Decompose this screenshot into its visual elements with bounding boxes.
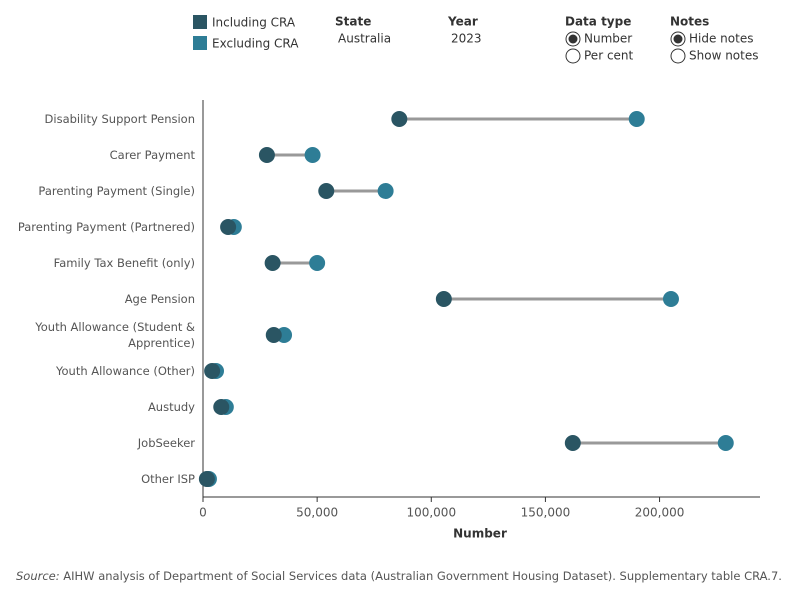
x-tick-label: 200,000: [635, 506, 685, 520]
dot[interactable]: [662, 291, 679, 307]
dot[interactable]: [304, 147, 321, 163]
y-tick-label: Youth Allowance (Student & Apprentice): [35, 320, 195, 350]
radio-label[interactable]: Per cent: [584, 49, 634, 63]
control-value[interactable]: 2023: [451, 32, 482, 46]
radio-label[interactable]: Show notes: [689, 49, 758, 63]
y-tick-label: Austudy: [147, 400, 195, 414]
x-tick-label: 150,000: [521, 506, 571, 520]
radio[interactable]: [670, 48, 686, 64]
dot[interactable]: [198, 471, 215, 487]
dot[interactable]: [220, 219, 237, 235]
y-tick-label: Parenting Payment (Partnered): [17, 220, 195, 234]
control-label: Notes: [670, 15, 709, 29]
x-tick-label: 0: [199, 506, 207, 520]
y-tick-label: Parenting Payment (Single): [38, 184, 195, 198]
control-label: Year: [447, 15, 478, 29]
x-tick-label: 50,000: [296, 506, 338, 520]
dot[interactable]: [265, 327, 282, 343]
y-tick-label: Disability Support Pension: [44, 112, 195, 126]
x-axis-title: Number: [453, 527, 507, 541]
dot[interactable]: [564, 435, 581, 451]
source-text: AIHW analysis of Department of Social Se…: [63, 569, 782, 583]
y-tick-label: JobSeeker: [137, 436, 195, 450]
radio[interactable]: [565, 48, 581, 64]
dot[interactable]: [628, 111, 645, 127]
y-tick-label: Carer Payment: [109, 148, 195, 162]
source-label: Source:: [16, 569, 60, 583]
legend-label[interactable]: Including CRA: [212, 16, 296, 30]
control-label: Data type: [565, 15, 631, 29]
radio-dot: [568, 34, 578, 44]
control-value[interactable]: Australia: [338, 32, 391, 46]
radio-label[interactable]: Number: [584, 32, 632, 46]
y-tick-label: Age Pension: [124, 292, 195, 306]
dot[interactable]: [717, 435, 734, 451]
y-tick-label: Youth Allowance (Other): [56, 364, 195, 378]
legend-swatch[interactable]: [193, 36, 207, 50]
radio-label[interactable]: Hide notes: [689, 32, 753, 46]
dot[interactable]: [377, 183, 394, 199]
y-tick-label: Other ISP: [141, 472, 195, 486]
dot[interactable]: [435, 291, 452, 307]
legend-swatch[interactable]: [193, 15, 207, 29]
dot[interactable]: [264, 255, 281, 271]
y-tick-label: Family Tax Benefit (only): [53, 256, 195, 270]
dot[interactable]: [204, 363, 221, 379]
radio-dot: [673, 34, 683, 44]
source: Source: AIHW analysis of Department of S…: [16, 569, 782, 583]
dot[interactable]: [318, 183, 335, 199]
dot[interactable]: [309, 255, 326, 271]
dot[interactable]: [258, 147, 275, 163]
control-label: State: [335, 15, 371, 29]
legend-label[interactable]: Excluding CRA: [212, 37, 299, 51]
x-tick-label: 100,000: [406, 506, 456, 520]
dot[interactable]: [213, 399, 230, 415]
dot[interactable]: [391, 111, 408, 127]
